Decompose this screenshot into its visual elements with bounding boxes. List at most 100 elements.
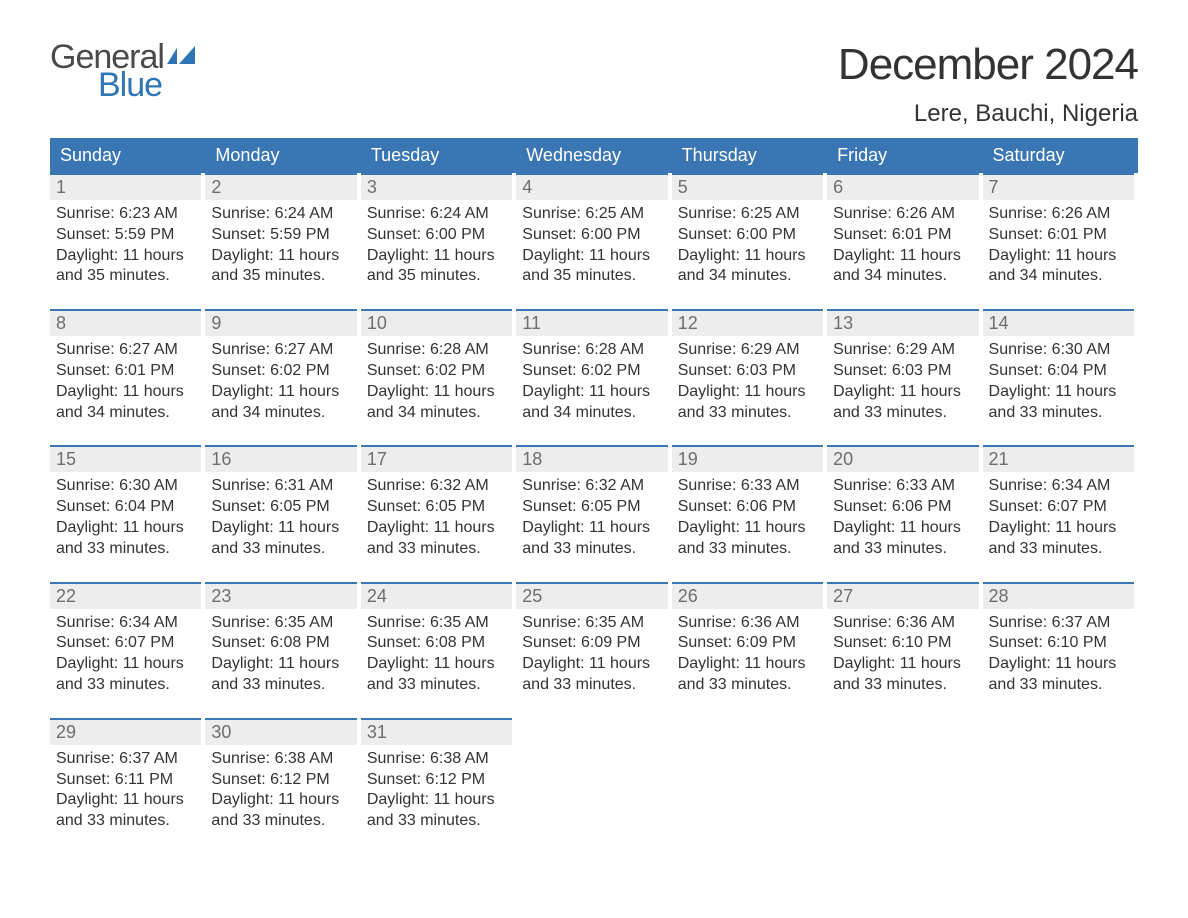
daylight-line2: and 34 minutes. bbox=[211, 403, 350, 424]
daylight-line1: Daylight: 11 hours bbox=[678, 518, 817, 539]
day-details: Sunrise: 6:35 AMSunset: 6:08 PMDaylight:… bbox=[205, 609, 356, 696]
location-label: Lere, Bauchi, Nigeria bbox=[838, 100, 1138, 128]
daylight-line2: and 33 minutes. bbox=[522, 675, 661, 696]
daylight-line2: and 33 minutes. bbox=[678, 403, 817, 424]
day-cell bbox=[672, 718, 827, 832]
sunset-text: Sunset: 6:03 PM bbox=[833, 361, 972, 382]
sunset-text: Sunset: 6:05 PM bbox=[211, 497, 350, 518]
sunset-text: Sunset: 6:00 PM bbox=[522, 225, 661, 246]
daylight-line1: Daylight: 11 hours bbox=[833, 246, 972, 267]
daylight-line2: and 35 minutes. bbox=[522, 266, 661, 287]
sunrise-text: Sunrise: 6:32 AM bbox=[522, 476, 661, 497]
day-number: 30 bbox=[205, 718, 356, 745]
sunrise-text: Sunrise: 6:38 AM bbox=[367, 749, 506, 770]
daylight-line1: Daylight: 11 hours bbox=[367, 246, 506, 267]
weekday-tuesday: Tuesday bbox=[361, 138, 516, 173]
day-number: 21 bbox=[983, 445, 1134, 472]
daylight-line1: Daylight: 11 hours bbox=[211, 790, 350, 811]
sunrise-text: Sunrise: 6:24 AM bbox=[211, 204, 350, 225]
sunset-text: Sunset: 6:02 PM bbox=[367, 361, 506, 382]
day-details: Sunrise: 6:35 AMSunset: 6:09 PMDaylight:… bbox=[516, 609, 667, 696]
day-cell: 28Sunrise: 6:37 AMSunset: 6:10 PMDayligh… bbox=[983, 582, 1138, 696]
day-number: 4 bbox=[516, 173, 667, 200]
day-details: Sunrise: 6:32 AMSunset: 6:05 PMDaylight:… bbox=[516, 472, 667, 559]
day-details: Sunrise: 6:31 AMSunset: 6:05 PMDaylight:… bbox=[205, 472, 356, 559]
day-cell: 13Sunrise: 6:29 AMSunset: 6:03 PMDayligh… bbox=[827, 309, 982, 423]
daylight-line1: Daylight: 11 hours bbox=[522, 246, 661, 267]
sunset-text: Sunset: 6:01 PM bbox=[833, 225, 972, 246]
daylight-line1: Daylight: 11 hours bbox=[56, 654, 195, 675]
daylight-line2: and 33 minutes. bbox=[989, 539, 1128, 560]
sunset-text: Sunset: 5:59 PM bbox=[211, 225, 350, 246]
day-number: 19 bbox=[672, 445, 823, 472]
day-cell: 3Sunrise: 6:24 AMSunset: 6:00 PMDaylight… bbox=[361, 173, 516, 287]
week-row: 1Sunrise: 6:23 AMSunset: 5:59 PMDaylight… bbox=[50, 173, 1138, 287]
day-details: Sunrise: 6:35 AMSunset: 6:08 PMDaylight:… bbox=[361, 609, 512, 696]
sunset-text: Sunset: 5:59 PM bbox=[56, 225, 195, 246]
day-number: 1 bbox=[50, 173, 201, 200]
sunrise-text: Sunrise: 6:26 AM bbox=[989, 204, 1128, 225]
day-details: Sunrise: 6:36 AMSunset: 6:09 PMDaylight:… bbox=[672, 609, 823, 696]
daylight-line1: Daylight: 11 hours bbox=[678, 654, 817, 675]
sunrise-text: Sunrise: 6:33 AM bbox=[833, 476, 972, 497]
day-cell: 20Sunrise: 6:33 AMSunset: 6:06 PMDayligh… bbox=[827, 445, 982, 559]
day-cell: 16Sunrise: 6:31 AMSunset: 6:05 PMDayligh… bbox=[205, 445, 360, 559]
daylight-line1: Daylight: 11 hours bbox=[211, 654, 350, 675]
sunrise-text: Sunrise: 6:37 AM bbox=[56, 749, 195, 770]
day-details: Sunrise: 6:28 AMSunset: 6:02 PMDaylight:… bbox=[361, 336, 512, 423]
day-details: Sunrise: 6:25 AMSunset: 6:00 PMDaylight:… bbox=[516, 200, 667, 287]
day-number: 8 bbox=[50, 309, 201, 336]
daylight-line1: Daylight: 11 hours bbox=[833, 654, 972, 675]
day-number: 29 bbox=[50, 718, 201, 745]
sunset-text: Sunset: 6:12 PM bbox=[211, 770, 350, 791]
day-number: 11 bbox=[516, 309, 667, 336]
daylight-line2: and 33 minutes. bbox=[989, 403, 1128, 424]
sunset-text: Sunset: 6:00 PM bbox=[678, 225, 817, 246]
daylight-line1: Daylight: 11 hours bbox=[56, 382, 195, 403]
sunset-text: Sunset: 6:02 PM bbox=[522, 361, 661, 382]
day-details: Sunrise: 6:27 AMSunset: 6:01 PMDaylight:… bbox=[50, 336, 201, 423]
day-details: Sunrise: 6:33 AMSunset: 6:06 PMDaylight:… bbox=[672, 472, 823, 559]
daylight-line1: Daylight: 11 hours bbox=[989, 382, 1128, 403]
sunrise-text: Sunrise: 6:29 AM bbox=[833, 340, 972, 361]
sunrise-text: Sunrise: 6:30 AM bbox=[989, 340, 1128, 361]
daylight-line2: and 33 minutes. bbox=[833, 539, 972, 560]
week-row: 15Sunrise: 6:30 AMSunset: 6:04 PMDayligh… bbox=[50, 445, 1138, 559]
day-number: 27 bbox=[827, 582, 978, 609]
day-cell bbox=[983, 718, 1138, 832]
daylight-line1: Daylight: 11 hours bbox=[678, 246, 817, 267]
title-block: December 2024 Lere, Bauchi, Nigeria bbox=[838, 40, 1138, 128]
sunset-text: Sunset: 6:01 PM bbox=[989, 225, 1128, 246]
day-details: Sunrise: 6:36 AMSunset: 6:10 PMDaylight:… bbox=[827, 609, 978, 696]
day-number: 18 bbox=[516, 445, 667, 472]
day-details: Sunrise: 6:23 AMSunset: 5:59 PMDaylight:… bbox=[50, 200, 201, 287]
day-cell: 17Sunrise: 6:32 AMSunset: 6:05 PMDayligh… bbox=[361, 445, 516, 559]
sunset-text: Sunset: 6:06 PM bbox=[833, 497, 972, 518]
day-cell: 9Sunrise: 6:27 AMSunset: 6:02 PMDaylight… bbox=[205, 309, 360, 423]
day-details: Sunrise: 6:26 AMSunset: 6:01 PMDaylight:… bbox=[827, 200, 978, 287]
day-number: 12 bbox=[672, 309, 823, 336]
calendar-page: General Blue December 2024 Lere, Bauchi,… bbox=[0, 0, 1188, 914]
daylight-line2: and 33 minutes. bbox=[211, 675, 350, 696]
day-cell: 10Sunrise: 6:28 AMSunset: 6:02 PMDayligh… bbox=[361, 309, 516, 423]
weekday-thursday: Thursday bbox=[672, 138, 827, 173]
sunrise-text: Sunrise: 6:33 AM bbox=[678, 476, 817, 497]
weekday-wednesday: Wednesday bbox=[516, 138, 671, 173]
daylight-line2: and 33 minutes. bbox=[211, 539, 350, 560]
sunrise-text: Sunrise: 6:28 AM bbox=[522, 340, 661, 361]
sunset-text: Sunset: 6:10 PM bbox=[833, 633, 972, 654]
sunset-text: Sunset: 6:08 PM bbox=[211, 633, 350, 654]
daylight-line2: and 33 minutes. bbox=[678, 675, 817, 696]
daylight-line1: Daylight: 11 hours bbox=[56, 790, 195, 811]
sunrise-text: Sunrise: 6:23 AM bbox=[56, 204, 195, 225]
day-number: 23 bbox=[205, 582, 356, 609]
sunset-text: Sunset: 6:09 PM bbox=[522, 633, 661, 654]
sunrise-text: Sunrise: 6:34 AM bbox=[989, 476, 1128, 497]
day-number: 22 bbox=[50, 582, 201, 609]
sunrise-text: Sunrise: 6:37 AM bbox=[989, 613, 1128, 634]
daylight-line2: and 34 minutes. bbox=[833, 266, 972, 287]
day-number: 6 bbox=[827, 173, 978, 200]
day-number: 2 bbox=[205, 173, 356, 200]
day-details: Sunrise: 6:38 AMSunset: 6:12 PMDaylight:… bbox=[361, 745, 512, 832]
sunrise-text: Sunrise: 6:24 AM bbox=[367, 204, 506, 225]
